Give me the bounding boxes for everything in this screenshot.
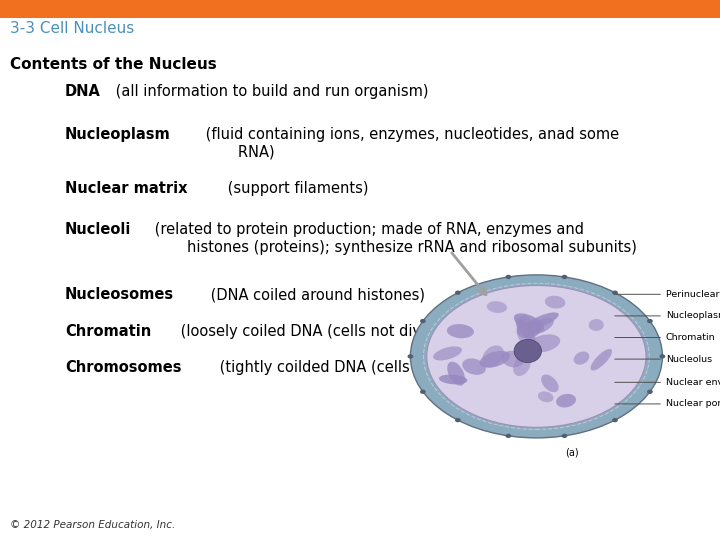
Ellipse shape [447, 324, 474, 338]
Ellipse shape [528, 318, 554, 334]
Circle shape [647, 319, 653, 323]
Ellipse shape [480, 351, 510, 368]
Circle shape [505, 434, 511, 438]
Circle shape [455, 291, 461, 295]
Circle shape [505, 275, 511, 279]
Ellipse shape [462, 359, 486, 375]
Ellipse shape [514, 340, 541, 362]
Ellipse shape [427, 286, 646, 427]
Text: (support filaments): (support filaments) [223, 181, 369, 197]
Circle shape [660, 354, 665, 359]
Text: Nucleolus: Nucleolus [666, 355, 712, 363]
Circle shape [420, 389, 426, 394]
Ellipse shape [487, 301, 507, 313]
Circle shape [612, 291, 618, 295]
Ellipse shape [528, 334, 560, 353]
Text: (related to protein production; made of RNA, enzymes and
        histones (prote: (related to protein production; made of … [150, 222, 637, 255]
Ellipse shape [541, 375, 559, 392]
Ellipse shape [501, 351, 524, 367]
Ellipse shape [590, 349, 612, 370]
Ellipse shape [513, 354, 531, 376]
Ellipse shape [410, 275, 662, 438]
Ellipse shape [574, 352, 589, 365]
Text: Nuclear matrix: Nuclear matrix [65, 181, 187, 197]
Text: Nucleoli: Nucleoli [65, 222, 131, 238]
Ellipse shape [482, 346, 504, 367]
Text: (loosely coiled DNA (cells not dividing): (loosely coiled DNA (cells not dividing) [176, 324, 463, 339]
Circle shape [562, 275, 567, 279]
Ellipse shape [447, 362, 465, 386]
Circle shape [612, 418, 618, 422]
Text: (DNA coiled around histones): (DNA coiled around histones) [206, 287, 425, 302]
Ellipse shape [545, 296, 565, 308]
Text: Nucleoplasm: Nucleoplasm [65, 127, 171, 142]
Text: Chromosomes: Chromosomes [65, 360, 181, 375]
Text: (fluid containing ions, enzymes, nucleotides, anad some
        RNA): (fluid containing ions, enzymes, nucleot… [202, 127, 619, 159]
Text: Chromatin: Chromatin [666, 333, 716, 342]
Ellipse shape [516, 315, 534, 343]
Circle shape [562, 434, 567, 438]
Text: Contents of the Nucleus: Contents of the Nucleus [10, 57, 217, 72]
Text: (a): (a) [566, 448, 579, 457]
Circle shape [647, 389, 653, 394]
Ellipse shape [556, 394, 576, 408]
Circle shape [455, 418, 461, 422]
Text: Perinuclear space: Perinuclear space [666, 290, 720, 299]
Text: Nucleoplasm: Nucleoplasm [666, 312, 720, 320]
Ellipse shape [538, 392, 554, 402]
Text: © 2012 Pearson Education, Inc.: © 2012 Pearson Education, Inc. [10, 520, 176, 530]
Text: DNA: DNA [65, 84, 101, 99]
Text: Chromatin: Chromatin [65, 324, 151, 339]
Bar [0, 0, 720, 18]
Ellipse shape [517, 321, 541, 339]
Ellipse shape [526, 312, 559, 329]
Ellipse shape [439, 375, 467, 384]
Text: (all information to build and run organism): (all information to build and run organi… [111, 84, 428, 99]
Ellipse shape [514, 313, 544, 333]
Text: 3-3 Cell Nucleus: 3-3 Cell Nucleus [10, 21, 135, 36]
Text: Nucleosomes: Nucleosomes [65, 287, 174, 302]
Ellipse shape [589, 319, 604, 331]
Circle shape [408, 354, 413, 359]
Text: Nuclear envelope: Nuclear envelope [666, 378, 720, 387]
Ellipse shape [433, 346, 462, 361]
Text: Nuclear pores: Nuclear pores [666, 400, 720, 408]
Ellipse shape [516, 319, 536, 341]
Circle shape [420, 319, 426, 323]
Text: (tightly coilded DNA (cells dividing): (tightly coilded DNA (cells dividing) [215, 360, 478, 375]
